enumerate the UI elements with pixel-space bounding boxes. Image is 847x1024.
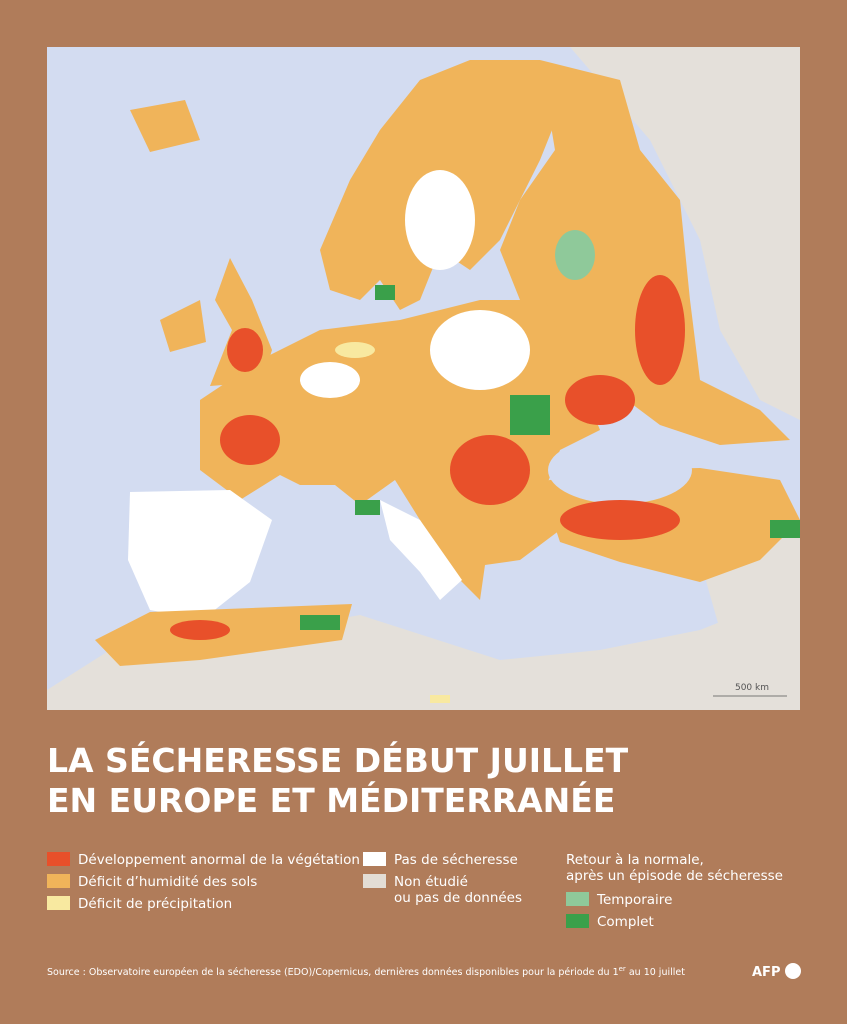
vegetation-anomaly: [227, 328, 263, 372]
north-africa-land: [47, 590, 800, 710]
title-line: LA SÉCHERESSE DÉBUT JUILLET: [47, 740, 629, 780]
legend-label: Pas de sécheresse: [394, 852, 518, 868]
logo-dot: [785, 963, 801, 979]
vegetation-anomaly: [560, 500, 680, 540]
russia-west: [500, 60, 790, 445]
source-text: au 10 juillet: [626, 967, 685, 978]
legend-swatch: [566, 892, 589, 906]
vegetation-anomaly: [220, 415, 280, 465]
dry-free-area: [300, 362, 360, 398]
precipitation-deficit: [430, 695, 450, 703]
recovery-complete: [375, 285, 395, 300]
legend-swatch: [47, 874, 70, 888]
legend-swatch: [363, 874, 386, 888]
dry-free-area: [405, 170, 475, 270]
vegetation-anomaly: [635, 275, 685, 385]
legend-label: Non étudié: [394, 874, 468, 890]
legend: Développement anormal de la végétation D…: [47, 852, 783, 930]
source: Source : Observatoire européen de la séc…: [47, 965, 685, 978]
legend-swatch: [363, 852, 386, 866]
precipitation-deficit: [335, 342, 375, 358]
logo-text: AFP: [752, 965, 780, 980]
land-outside: [570, 47, 800, 420]
source-superscript: er: [619, 965, 626, 973]
iceland: [130, 100, 200, 152]
recovery-complete: [300, 615, 340, 630]
legend-label: Développement anormal de la végétation: [78, 852, 360, 868]
legend-label: ou pas de données: [394, 890, 522, 906]
dry-free-area: [430, 310, 530, 390]
legend-swatch: [47, 852, 70, 866]
map: 500 km: [47, 47, 800, 710]
recovery-complete: [510, 395, 550, 435]
source-text: Source : Observatoire européen de la séc…: [47, 967, 619, 978]
recovery-temporary: [555, 230, 595, 280]
legend-label: Complet: [597, 914, 654, 930]
scale-label: 500 km: [735, 683, 769, 693]
recovery-complete: [770, 520, 800, 538]
italy: [380, 500, 462, 600]
middle-east-land: [700, 520, 800, 630]
vegetation-anomaly: [170, 620, 230, 640]
recovery-complete: [355, 500, 380, 515]
legend-swatch: [566, 914, 589, 928]
legend-label: Temporaire: [596, 892, 672, 908]
legend-swatch: [47, 896, 70, 910]
ireland: [160, 300, 206, 352]
vegetation-anomaly: [450, 435, 530, 505]
iberia: [128, 490, 272, 620]
legend-heading: après un épisode de sécheresse: [566, 868, 783, 884]
vegetation-anomaly: [565, 375, 635, 425]
title-line: EN EUROPE ET MÉDITERRANÉE: [47, 780, 615, 820]
legend-heading: Retour à la normale,: [566, 852, 704, 868]
black-sea: [548, 436, 692, 504]
legend-label: Déficit d’humidité des sols: [78, 874, 257, 890]
legend-label: Déficit de précipitation: [78, 896, 232, 912]
